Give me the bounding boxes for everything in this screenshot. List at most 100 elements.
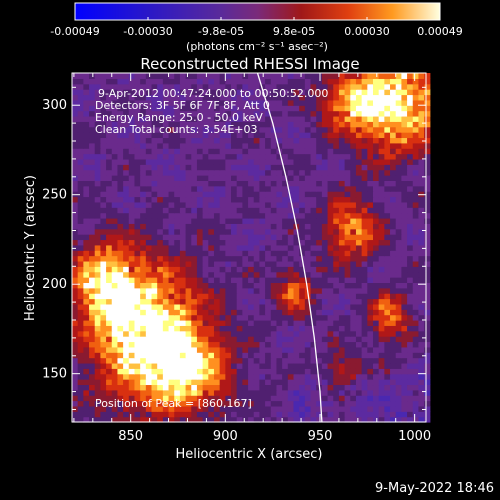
heatmap-cell bbox=[191, 228, 198, 235]
heatmap-cell bbox=[299, 298, 306, 305]
heatmap-cell bbox=[213, 384, 221, 391]
heatmap-cell bbox=[384, 357, 391, 364]
heatmap-cell bbox=[185, 389, 192, 396]
heatmap-cell bbox=[83, 346, 90, 353]
heatmap-cell bbox=[236, 368, 243, 375]
heatmap-cell bbox=[179, 196, 187, 203]
heatmap-cell bbox=[338, 169, 346, 176]
heatmap-cell bbox=[407, 379, 414, 386]
heatmap-cell bbox=[287, 400, 295, 407]
heatmap-cell bbox=[83, 362, 90, 369]
heatmap-cell bbox=[174, 196, 181, 203]
heatmap-cell bbox=[390, 185, 397, 192]
heatmap-cell bbox=[100, 175, 107, 181]
heatmap-cell bbox=[202, 352, 209, 359]
heatmap-cell bbox=[265, 411, 272, 418]
heatmap-cell bbox=[123, 126, 130, 133]
heatmap-cell bbox=[94, 293, 101, 300]
heatmap-cell bbox=[128, 169, 136, 176]
heatmap-cell bbox=[276, 325, 283, 332]
heatmap-cell bbox=[202, 115, 209, 122]
heatmap-cell bbox=[219, 217, 226, 224]
heatmap-cell bbox=[355, 341, 363, 348]
heatmap-cell bbox=[367, 341, 374, 348]
heatmap-cell bbox=[225, 99, 232, 106]
heatmap-cell bbox=[106, 185, 113, 192]
heatmap-cell bbox=[202, 389, 209, 396]
heatmap-cell bbox=[179, 105, 187, 112]
heatmap-cell bbox=[282, 126, 289, 133]
heatmap-cell bbox=[418, 73, 425, 79]
heatmap-cell bbox=[94, 228, 101, 235]
heatmap-cell bbox=[407, 132, 414, 139]
heatmap-cell bbox=[89, 201, 96, 208]
heatmap-cell bbox=[304, 115, 312, 122]
heatmap-cell bbox=[327, 137, 334, 144]
heatmap-cell bbox=[304, 169, 312, 176]
heatmap-cell bbox=[162, 185, 170, 192]
heatmap-cell bbox=[395, 169, 402, 176]
heatmap-cell bbox=[299, 357, 306, 364]
heatmap-cell bbox=[202, 266, 209, 273]
heatmap-cell bbox=[89, 239, 96, 246]
heatmap-cell bbox=[344, 239, 351, 246]
heatmap-cell bbox=[191, 411, 198, 418]
heatmap-cell bbox=[276, 164, 283, 171]
heatmap-cell bbox=[293, 260, 300, 267]
heatmap-cell bbox=[424, 255, 431, 262]
heatmap-cell bbox=[100, 319, 107, 326]
heatmap-cell bbox=[202, 212, 209, 219]
heatmap-cell bbox=[111, 137, 119, 144]
heatmap-cell bbox=[185, 217, 192, 224]
heatmap-cell bbox=[89, 362, 96, 369]
heatmap-cell bbox=[140, 282, 147, 289]
heatmap-cell bbox=[191, 271, 198, 278]
heatmap-cell bbox=[355, 373, 363, 380]
heatmap-cell bbox=[270, 191, 278, 198]
heatmap-cell bbox=[355, 191, 363, 198]
heatmap-cell bbox=[89, 384, 96, 391]
heatmap-cell bbox=[179, 362, 187, 369]
heatmap-cell bbox=[83, 277, 90, 283]
heatmap-cell bbox=[384, 89, 391, 96]
heatmap-cell bbox=[242, 362, 249, 369]
heatmap-cell bbox=[106, 115, 113, 122]
heatmap-cell bbox=[407, 212, 414, 219]
heatmap-cell bbox=[213, 196, 221, 203]
heatmap-cell bbox=[390, 314, 397, 321]
heatmap-cell bbox=[225, 250, 232, 257]
heatmap-cell bbox=[231, 73, 238, 79]
heatmap-cell bbox=[327, 336, 334, 343]
heatmap-cell bbox=[299, 191, 306, 198]
heatmap-cell bbox=[367, 293, 374, 300]
heatmap-cell bbox=[418, 191, 425, 198]
heatmap-cell bbox=[111, 405, 119, 412]
heatmap-cell bbox=[293, 180, 300, 187]
heatmap-cell bbox=[128, 83, 136, 90]
heatmap-cell bbox=[333, 201, 340, 208]
heatmap-cell bbox=[355, 411, 363, 418]
heatmap-cell bbox=[321, 336, 329, 343]
heatmap-cell bbox=[162, 207, 170, 214]
heatmap-cell bbox=[242, 341, 249, 348]
heatmap-cell bbox=[179, 121, 187, 128]
heatmap-cell bbox=[282, 379, 289, 386]
heatmap-cell bbox=[242, 148, 249, 155]
heatmap-cell bbox=[208, 293, 215, 300]
heatmap-cell bbox=[225, 260, 232, 267]
heatmap-cell bbox=[208, 110, 215, 117]
heatmap-cell bbox=[174, 416, 181, 423]
heatmap-cell bbox=[378, 89, 385, 96]
heatmap-cell bbox=[191, 180, 198, 187]
heatmap-cell bbox=[372, 207, 380, 214]
heatmap-cell bbox=[123, 314, 130, 321]
footer-timestamp: 9-May-2022 18:46 bbox=[375, 481, 494, 496]
heatmap-cell bbox=[140, 352, 147, 359]
heatmap-cell bbox=[225, 115, 232, 122]
heatmap-cell bbox=[185, 303, 192, 310]
heatmap-cell bbox=[106, 293, 113, 300]
heatmap-cell bbox=[333, 83, 340, 90]
heatmap-cell bbox=[344, 266, 351, 273]
heatmap-cell bbox=[310, 405, 317, 412]
heatmap-cell bbox=[355, 250, 363, 257]
